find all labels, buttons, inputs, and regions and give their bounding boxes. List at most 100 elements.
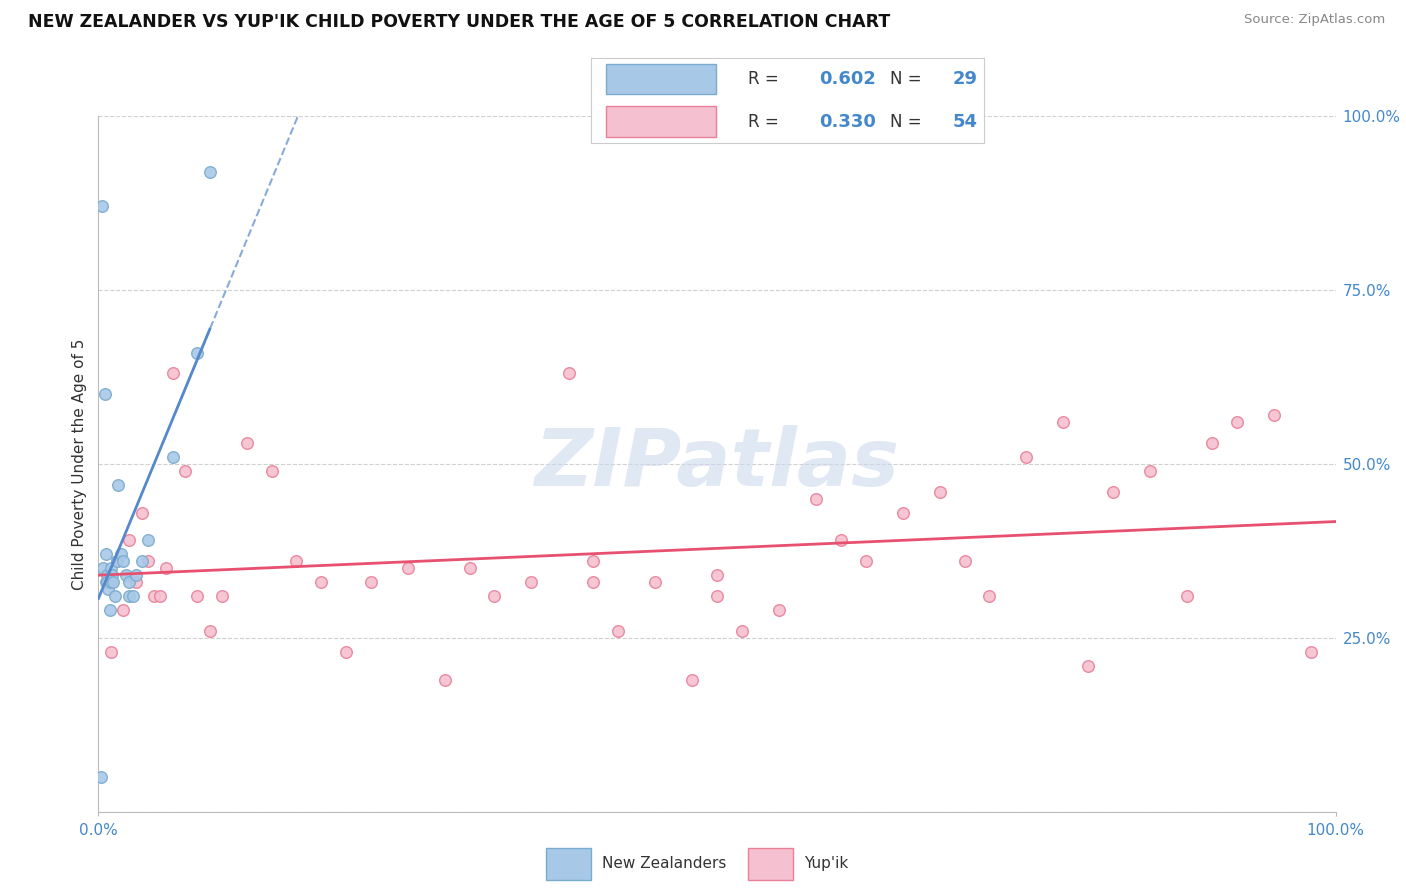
Point bbox=[155, 561, 177, 575]
Point bbox=[582, 575, 605, 590]
Point bbox=[285, 554, 308, 568]
Point bbox=[309, 575, 332, 590]
Point bbox=[131, 506, 153, 520]
Point bbox=[706, 568, 728, 582]
Point bbox=[706, 589, 728, 603]
Point bbox=[112, 554, 135, 568]
Point bbox=[1077, 658, 1099, 673]
Point bbox=[458, 561, 481, 575]
Point bbox=[101, 568, 124, 582]
Point bbox=[94, 575, 117, 590]
Point bbox=[1175, 589, 1198, 603]
FancyBboxPatch shape bbox=[748, 848, 793, 880]
Point bbox=[396, 561, 419, 575]
Point bbox=[136, 554, 159, 568]
Point bbox=[360, 575, 382, 590]
Point bbox=[93, 561, 115, 575]
Point bbox=[1299, 645, 1322, 659]
Point bbox=[103, 575, 125, 590]
Text: R =: R = bbox=[748, 70, 785, 88]
Text: 0.330: 0.330 bbox=[818, 112, 876, 130]
Point bbox=[97, 575, 120, 590]
Point bbox=[186, 589, 208, 603]
Point bbox=[118, 589, 141, 603]
Point bbox=[112, 603, 135, 617]
Point bbox=[162, 367, 184, 381]
Point bbox=[110, 547, 132, 561]
Point bbox=[98, 603, 121, 617]
Point bbox=[1139, 464, 1161, 478]
FancyBboxPatch shape bbox=[606, 64, 717, 95]
Point bbox=[118, 533, 141, 548]
Point bbox=[124, 575, 146, 590]
Point bbox=[433, 673, 456, 687]
Y-axis label: Child Poverty Under the Age of 5: Child Poverty Under the Age of 5 bbox=[72, 338, 87, 590]
Text: 29: 29 bbox=[953, 70, 977, 88]
Point bbox=[768, 603, 790, 617]
Text: R =: R = bbox=[748, 112, 785, 130]
Point bbox=[1015, 450, 1038, 464]
Point bbox=[93, 387, 115, 401]
Text: ZIPatlas: ZIPatlas bbox=[534, 425, 900, 503]
Point bbox=[100, 561, 122, 575]
Point bbox=[174, 464, 197, 478]
Point bbox=[186, 345, 208, 359]
Point bbox=[100, 645, 122, 659]
Point bbox=[96, 575, 118, 590]
Point bbox=[484, 589, 506, 603]
Point bbox=[94, 547, 117, 561]
Point bbox=[236, 436, 259, 450]
Point bbox=[260, 464, 283, 478]
Point bbox=[1263, 408, 1285, 422]
Text: Source: ZipAtlas.com: Source: ZipAtlas.com bbox=[1244, 13, 1385, 27]
Point bbox=[891, 506, 914, 520]
Point bbox=[211, 589, 233, 603]
Point bbox=[198, 624, 221, 638]
Point bbox=[681, 673, 703, 687]
Point bbox=[105, 554, 128, 568]
Point bbox=[644, 575, 666, 590]
Text: 0.602: 0.602 bbox=[818, 70, 876, 88]
Point bbox=[131, 554, 153, 568]
FancyBboxPatch shape bbox=[546, 848, 591, 880]
Point bbox=[107, 477, 129, 491]
Point bbox=[1201, 436, 1223, 450]
Point bbox=[96, 568, 118, 582]
Point bbox=[162, 450, 184, 464]
FancyBboxPatch shape bbox=[606, 106, 717, 136]
Point bbox=[1052, 415, 1074, 429]
Point bbox=[1102, 484, 1125, 499]
Text: Yup'ik: Yup'ik bbox=[804, 855, 848, 871]
Point bbox=[103, 589, 125, 603]
Point bbox=[90, 770, 112, 784]
Point bbox=[124, 568, 146, 582]
Text: 54: 54 bbox=[953, 112, 977, 130]
Point bbox=[830, 533, 852, 548]
Point bbox=[198, 164, 221, 178]
Point bbox=[149, 589, 172, 603]
Point bbox=[136, 533, 159, 548]
Point bbox=[91, 199, 114, 213]
Point bbox=[557, 367, 579, 381]
Point bbox=[335, 645, 357, 659]
Point bbox=[97, 582, 120, 596]
Point bbox=[731, 624, 754, 638]
Point bbox=[979, 589, 1001, 603]
Point bbox=[122, 589, 145, 603]
Text: New Zealanders: New Zealanders bbox=[602, 855, 725, 871]
Text: N =: N = bbox=[890, 70, 927, 88]
Text: N =: N = bbox=[890, 112, 927, 130]
Point bbox=[953, 554, 976, 568]
Text: NEW ZEALANDER VS YUP'IK CHILD POVERTY UNDER THE AGE OF 5 CORRELATION CHART: NEW ZEALANDER VS YUP'IK CHILD POVERTY UN… bbox=[28, 13, 890, 31]
Point bbox=[582, 554, 605, 568]
Point bbox=[607, 624, 630, 638]
Point bbox=[143, 589, 166, 603]
Point bbox=[520, 575, 543, 590]
Point bbox=[928, 484, 950, 499]
Point bbox=[114, 568, 136, 582]
Point bbox=[100, 575, 122, 590]
Point bbox=[804, 491, 827, 506]
Point bbox=[105, 554, 128, 568]
Point bbox=[1226, 415, 1249, 429]
Point bbox=[118, 575, 141, 590]
